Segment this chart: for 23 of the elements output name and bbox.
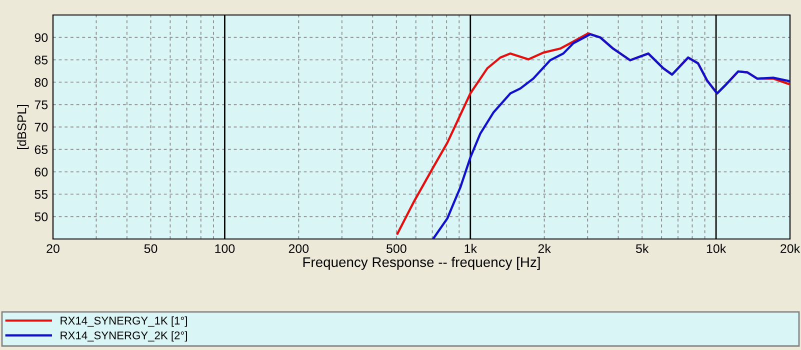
legend-label: RX14_SYNERGY_2K [2°] xyxy=(60,331,187,342)
x-tick-label: 1k xyxy=(464,244,477,253)
x-tick-label: 200 xyxy=(288,244,309,254)
y-tick-label: 70 xyxy=(34,122,48,132)
x-tick-label: 500 xyxy=(386,244,406,254)
x-tick-label: 2k xyxy=(538,244,551,253)
y-tick-label: 50 xyxy=(34,212,48,222)
x-tick-label: 10k xyxy=(706,244,726,254)
x-tick-label: 50 xyxy=(144,244,158,254)
x-tick-label: 5k xyxy=(636,244,649,254)
legend-label: RX14_SYNERGY_1K [1°] xyxy=(60,316,187,327)
y-axis-title: [dBSPL] xyxy=(17,104,29,150)
y-tick-label: 90 xyxy=(34,33,48,42)
y-tick-label: 55 xyxy=(34,190,48,199)
y-tick-label: 60 xyxy=(34,168,48,176)
x-axis-title: Frequency Response -- frequency [Hz] xyxy=(303,256,540,270)
y-tick-label: 65 xyxy=(34,145,48,154)
x-tick-label: 20 xyxy=(46,244,60,254)
y-tick-label: 75 xyxy=(34,100,48,110)
x-tick-label: 100 xyxy=(215,244,235,254)
y-tick-label: 80 xyxy=(34,78,48,87)
y-tick-label: 85 xyxy=(34,56,48,64)
x-tick-label: 20k xyxy=(780,244,800,254)
